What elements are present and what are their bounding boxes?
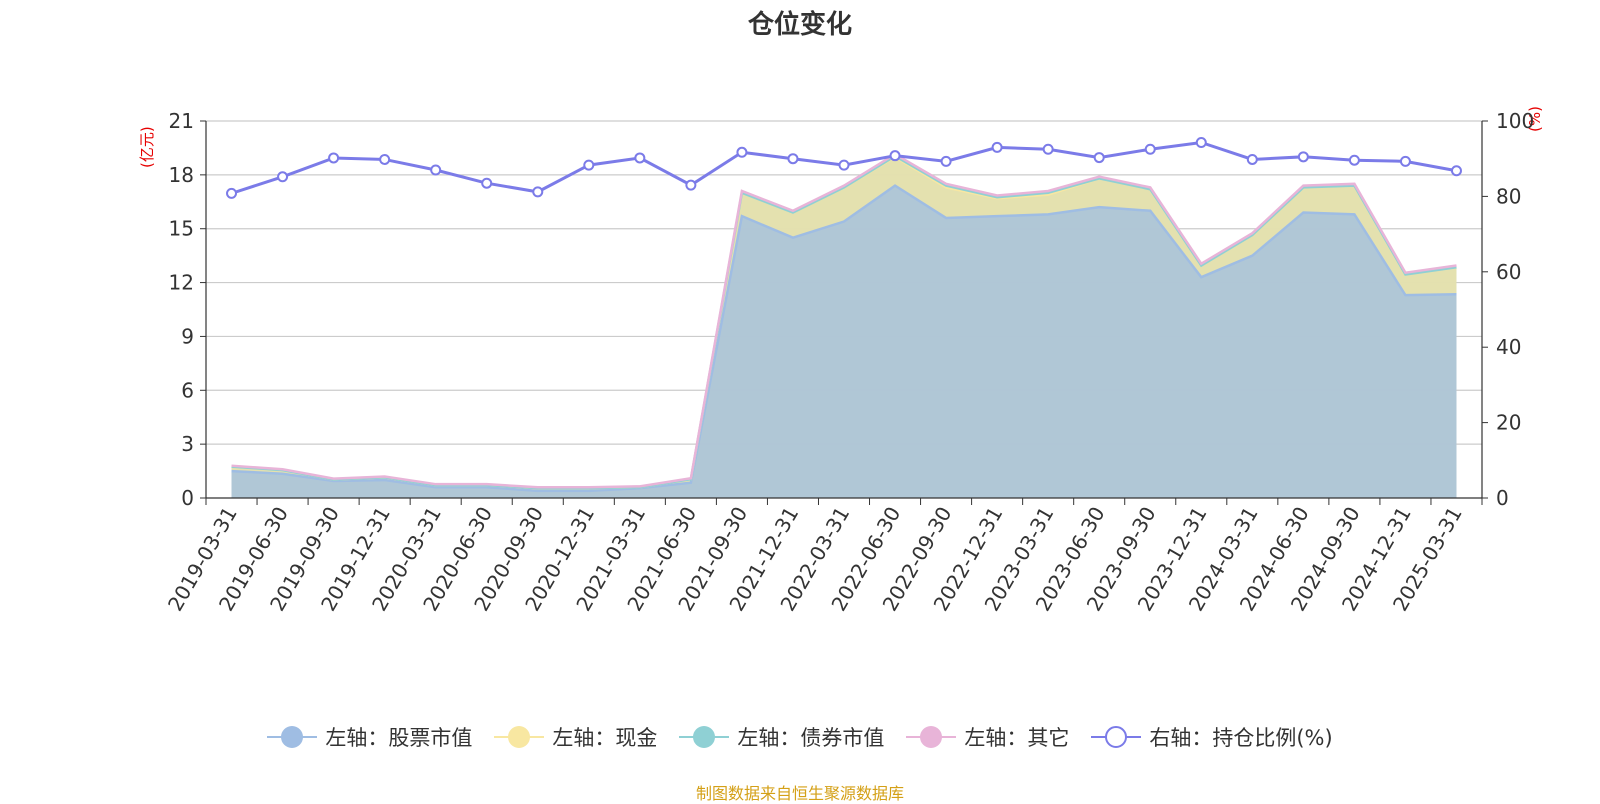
ratio-point bbox=[328, 152, 340, 164]
y-left-tick-label: 0 bbox=[181, 486, 194, 510]
y-right-tick-label: 40 bbox=[1496, 335, 1521, 359]
chart-legend: 左轴：股票市值 左轴：现金 左轴：债券市值 左轴：其它 右轴：持仓比例(%) bbox=[0, 722, 1600, 752]
ratio-point bbox=[1348, 154, 1360, 166]
ratio-point bbox=[736, 146, 748, 158]
y-left-tick-label: 3 bbox=[181, 432, 194, 456]
ratio-point bbox=[277, 171, 289, 183]
legend-item[interactable]: 左轴：其它 bbox=[906, 722, 1069, 752]
y-left-tick-label: 12 bbox=[169, 271, 194, 295]
y-right-tick-label: 100 bbox=[1496, 109, 1534, 133]
ratio-point bbox=[226, 187, 238, 199]
ratio-point bbox=[1399, 155, 1411, 167]
legend-swatch-icon bbox=[679, 725, 730, 749]
ratio-point bbox=[430, 164, 442, 176]
legend-item[interactable]: 左轴：股票市值 bbox=[267, 722, 472, 752]
ratio-point bbox=[1246, 153, 1258, 165]
ratio-point bbox=[583, 159, 595, 171]
ratio-point bbox=[1042, 143, 1054, 155]
area-line-左轴：股票市值 bbox=[231, 184, 1457, 493]
legend-item[interactable]: 右轴：持仓比例(%) bbox=[1091, 722, 1333, 752]
legend-swatch-icon bbox=[494, 725, 545, 749]
y-left-tick-label: 21 bbox=[169, 109, 194, 133]
y-left-tick-label: 9 bbox=[181, 324, 194, 348]
ratio-point bbox=[1195, 136, 1207, 148]
legend-label: 左轴：股票市值 bbox=[325, 726, 473, 750]
legend-item[interactable]: 左轴：债券市值 bbox=[679, 722, 884, 752]
ratio-point bbox=[532, 186, 544, 198]
ratio-point bbox=[940, 155, 952, 167]
legend-swatch-icon bbox=[906, 725, 957, 749]
y-left-tick-label: 6 bbox=[181, 378, 194, 402]
legend-label: 左轴：其它 bbox=[964, 726, 1070, 750]
ratio-point bbox=[838, 159, 850, 171]
y-right-tick-label: 60 bbox=[1496, 260, 1521, 284]
legend-label: 左轴：债券市值 bbox=[737, 726, 885, 750]
ratio-point bbox=[787, 153, 799, 165]
ratio-point bbox=[379, 153, 391, 165]
legend-label: 右轴：持仓比例(%) bbox=[1149, 726, 1333, 750]
ratio-point bbox=[1144, 143, 1156, 155]
ratio-point bbox=[634, 152, 646, 164]
legend-swatch-icon bbox=[267, 725, 318, 749]
legend-label: 左轴：现金 bbox=[552, 726, 658, 750]
legend-swatch-icon bbox=[1091, 725, 1142, 749]
chart-title: 仓位变化 bbox=[747, 10, 852, 40]
area-左轴：股票市值 bbox=[231, 185, 1457, 498]
chart-canvas: 0369121518210204060801002019-03-312019-0… bbox=[163, 109, 1534, 615]
ratio-point bbox=[1450, 165, 1462, 177]
y-left-tick-label: 18 bbox=[169, 163, 194, 187]
ratio-point bbox=[1297, 151, 1309, 163]
legend-item[interactable]: 左轴：现金 bbox=[494, 722, 657, 752]
ratio-point bbox=[481, 177, 493, 189]
y-right-tick-label: 80 bbox=[1496, 184, 1521, 208]
ratio-point bbox=[889, 150, 901, 162]
y-left-tick-label: 15 bbox=[169, 217, 194, 241]
y-right-tick-label: 0 bbox=[1496, 486, 1509, 510]
ratio-point bbox=[1093, 152, 1105, 164]
y-right-tick-label: 20 bbox=[1496, 411, 1521, 435]
data-source-note: 制图数据来自恒生聚源数据库 bbox=[695, 784, 904, 803]
ratio-point bbox=[991, 141, 1003, 153]
area-line-左轴：其它 bbox=[231, 152, 1457, 489]
ratio-point bbox=[685, 179, 697, 191]
